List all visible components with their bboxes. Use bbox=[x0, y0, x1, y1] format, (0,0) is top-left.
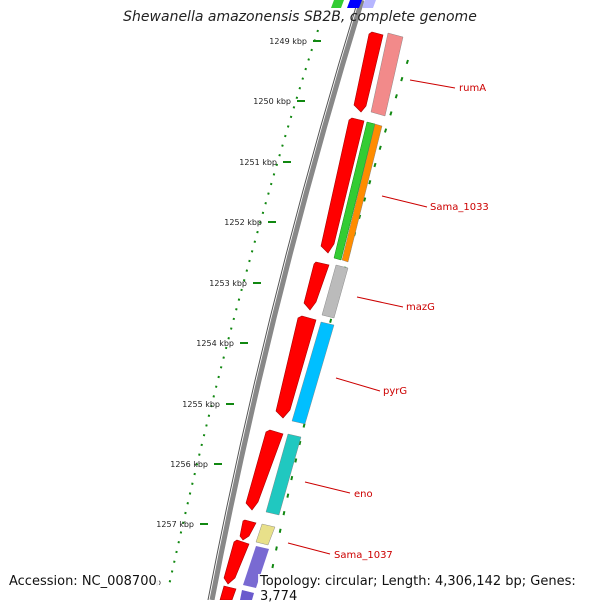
tick-label: 1253 kbp bbox=[209, 279, 247, 288]
tick-label: 1257 kbp bbox=[156, 520, 194, 529]
gene-label-line bbox=[409, 79, 456, 89]
gene-label: Sama_1033 bbox=[430, 202, 489, 213]
cds-arrow bbox=[239, 519, 257, 541]
gene-label-line bbox=[287, 542, 331, 555]
gene-feature bbox=[255, 523, 276, 546]
tick-label: 1251 kbp bbox=[239, 158, 277, 167]
gene-feature-adjacent bbox=[333, 121, 376, 261]
genome-backbone-inner bbox=[207, 0, 359, 600]
cds-track bbox=[219, 31, 384, 600]
cds-arrow bbox=[320, 117, 365, 254]
gene-label: rumA bbox=[459, 83, 486, 94]
gene-feature bbox=[370, 32, 404, 117]
gene-label: pyrG bbox=[383, 386, 407, 397]
tick-label: 1255 kbp bbox=[182, 400, 220, 409]
cds-arrow bbox=[275, 315, 317, 419]
cds-arrow bbox=[245, 429, 284, 511]
gene-feature-purple bbox=[243, 546, 269, 588]
gene-feature bbox=[265, 433, 302, 516]
tick-label: 1254 kbp bbox=[196, 339, 234, 348]
feature-top-lavender bbox=[362, 0, 376, 8]
tick-label: 1249 kbp bbox=[269, 37, 307, 46]
genome-backbone bbox=[209, 0, 365, 600]
cds-arrow bbox=[223, 539, 250, 585]
tick-track: 1249 kbp 1250 kbp 1251 kbp 1252 kbp 1253 kbp… bbox=[151, 37, 321, 587]
cds-arrow bbox=[303, 261, 330, 311]
gene-label-line bbox=[356, 296, 404, 308]
feature-top-blue bbox=[347, 0, 362, 8]
feature-top-green bbox=[331, 0, 344, 8]
accession-text: Accession: NC_008700 bbox=[7, 574, 159, 589]
tick-label: 1250 kbp bbox=[253, 97, 291, 106]
cds-arrow bbox=[353, 31, 384, 113]
gene-label: eno bbox=[354, 489, 373, 500]
gene-track bbox=[240, 32, 404, 600]
gene-label-line bbox=[381, 195, 428, 208]
tick-label: 1252 kbp bbox=[224, 218, 262, 227]
gene-labels: rumA Sama_1033 mazG pyrG eno Sama_1037 bbox=[287, 79, 489, 561]
cds-arrow bbox=[219, 585, 237, 600]
gene-feature-purple bbox=[240, 590, 254, 600]
gene-feature bbox=[321, 264, 349, 319]
genome-title: Shewanella amazonensis SB2B, complete ge… bbox=[123, 9, 477, 25]
gene-label: mazG bbox=[406, 302, 435, 313]
gene-label-line bbox=[335, 377, 381, 392]
gene-feature bbox=[291, 321, 335, 425]
gene-label-line bbox=[304, 481, 351, 494]
outer-dotted-track bbox=[269, 59, 409, 581]
tick-label: 1256 kbp bbox=[170, 460, 208, 469]
scale-dotted-arc bbox=[167, 29, 319, 591]
gene-label: Sama_1037 bbox=[334, 550, 393, 561]
gene-feature bbox=[341, 123, 383, 263]
